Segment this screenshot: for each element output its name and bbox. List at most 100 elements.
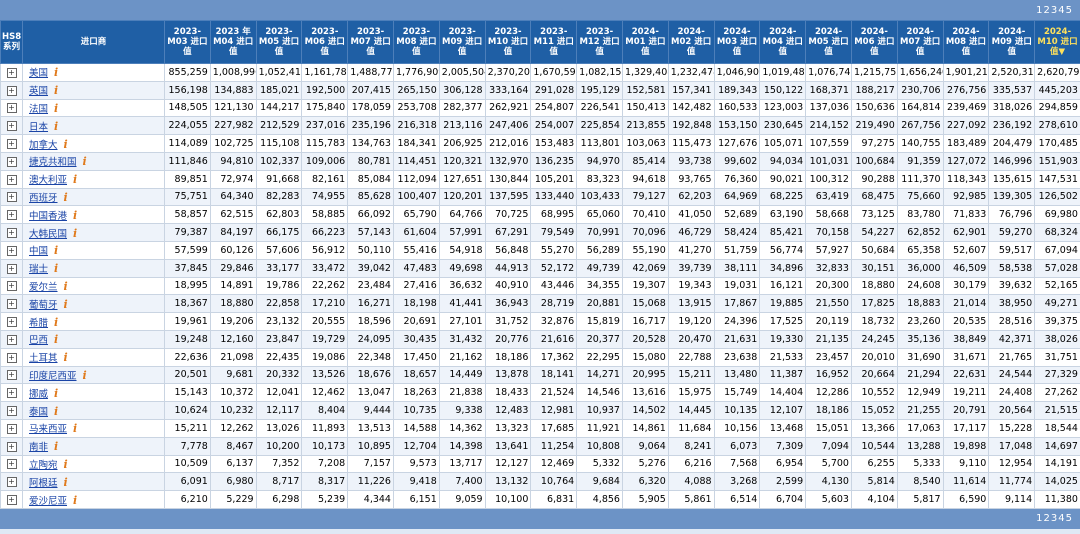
info-icon[interactable]: i [73,173,78,187]
expand-plus-icon[interactable]: + [6,192,17,203]
info-icon[interactable]: i [73,493,78,507]
header-importer[interactable]: 进口商 [22,20,165,64]
page-link-3[interactable]: 3 [1050,4,1058,16]
importer-link[interactable]: 大韩民国 [29,228,68,240]
importer-link[interactable]: 捷克共和国 [29,157,77,169]
expand-plus-icon[interactable]: + [6,85,17,96]
importer-link[interactable]: 阿根廷 [29,477,58,489]
info-icon[interactable]: i [63,475,68,489]
header-period[interactable]: 2024-M06 进口值 [850,20,898,64]
page-link-4[interactable]: 4 [1058,4,1065,16]
page-link-5[interactable]: 5 [1065,4,1072,16]
info-icon[interactable]: i [82,155,87,169]
expand-plus-icon[interactable]: + [6,245,17,256]
info-icon[interactable]: i [54,119,59,133]
header-period[interactable]: 2023-M09 进口值 [438,20,486,64]
info-icon[interactable]: i [73,226,78,240]
header-period[interactable]: 2023-M03 进口值 [164,20,211,64]
importer-link[interactable]: 泰国 [29,406,49,418]
info-icon[interactable]: i [63,457,68,471]
info-icon[interactable]: i [82,368,87,382]
info-icon[interactable]: i [63,279,68,293]
expand-plus-icon[interactable]: + [6,228,17,239]
importer-link[interactable]: 马来西亚 [29,424,68,436]
importer-link[interactable]: 中国 [29,246,49,258]
info-icon[interactable]: i [54,244,59,258]
importer-link[interactable]: 西班牙 [29,192,58,204]
header-period[interactable]: 2024-M02 进口值 [667,20,715,64]
info-icon[interactable]: i [54,84,59,98]
importer-link[interactable]: 巴西 [29,335,49,347]
info-icon[interactable]: i [54,333,59,347]
page-link-2[interactable]: 2 [1043,513,1050,525]
info-icon[interactable]: i [54,386,59,400]
header-period[interactable]: 2023-M07 进口值 [347,20,394,64]
expand-plus-icon[interactable]: + [6,406,17,417]
header-period[interactable]: 2024-M01 进口值 [621,20,669,64]
page-link-3[interactable]: 3 [1050,513,1058,525]
importer-link[interactable]: 英国 [29,86,49,98]
info-icon[interactable]: i [54,262,59,276]
expand-plus-icon[interactable]: + [6,210,17,221]
info-icon[interactable]: i [54,101,59,115]
expand-plus-icon[interactable]: + [6,388,17,399]
importer-link[interactable]: 挪威 [29,388,49,400]
importer-link[interactable]: 立陶宛 [29,459,58,471]
info-icon[interactable]: i [54,440,59,454]
header-period[interactable]: 2023-M11 进口值 [530,20,578,64]
importer-link[interactable]: 南非 [29,442,49,454]
expand-plus-icon[interactable]: + [6,477,17,488]
info-icon[interactable]: i [73,422,78,436]
importer-link[interactable]: 澳大利亚 [29,175,68,187]
header-period[interactable]: 2024-M05 进口值 [805,20,852,64]
page-link-4[interactable]: 4 [1058,513,1065,525]
page-link-5[interactable]: 5 [1065,513,1072,525]
importer-link[interactable]: 美国 [29,68,49,80]
importer-link[interactable]: 法国 [29,103,49,115]
header-period[interactable]: 2023-M12 进口值 [576,20,623,64]
expand-plus-icon[interactable]: + [6,459,17,470]
header-period[interactable]: 2024-M07 进口值 [896,20,944,64]
expand-plus-icon[interactable]: + [6,121,17,132]
expand-plus-icon[interactable]: + [6,441,17,452]
header-hs8[interactable]: HS8系列 [0,20,23,64]
header-period[interactable]: 2023-M05 进口值 [255,20,303,64]
info-icon[interactable]: i [54,66,59,80]
expand-plus-icon[interactable]: + [6,103,17,114]
info-icon[interactable]: i [63,190,68,204]
importer-link[interactable]: 加拿大 [29,139,58,151]
expand-plus-icon[interactable]: + [6,423,17,434]
importer-link[interactable]: 瑞士 [29,264,49,276]
importer-link[interactable]: 印度尼西亚 [29,370,77,382]
header-period[interactable]: 2023 年 M04 进口值 [209,20,257,64]
header-period[interactable]: 2023-M08 进口值 [392,20,440,64]
importer-link[interactable]: 葡萄牙 [29,299,58,311]
header-period[interactable]: 2024-M08 进口值 [942,20,990,64]
info-icon[interactable]: i [54,315,59,329]
header-period[interactable]: 2024-M03 进口值 [713,20,761,64]
expand-plus-icon[interactable]: + [6,352,17,363]
info-icon[interactable]: i [63,351,68,365]
expand-plus-icon[interactable]: + [6,370,17,381]
importer-link[interactable]: 土耳其 [29,353,58,365]
expand-plus-icon[interactable]: + [6,299,17,310]
expand-plus-icon[interactable]: + [6,156,17,167]
header-period[interactable]: 2024-M04 进口值 [759,20,807,64]
header-period[interactable]: 2023-M10 进口值 [484,20,532,64]
expand-plus-icon[interactable]: + [6,174,17,185]
expand-plus-icon[interactable]: + [6,67,17,78]
importer-link[interactable]: 爱尔兰 [29,281,58,293]
info-icon[interactable]: i [54,404,59,418]
info-icon[interactable]: i [63,137,68,151]
expand-plus-icon[interactable]: + [6,334,17,345]
page-link-2[interactable]: 2 [1043,4,1050,16]
expand-plus-icon[interactable]: + [6,281,17,292]
importer-link[interactable]: 希腊 [29,317,49,329]
info-icon[interactable]: i [63,297,68,311]
expand-plus-icon[interactable]: + [6,139,17,150]
header-period[interactable]: 2024-M10 进口值▼ [1034,20,1080,64]
page-link-1[interactable]: 1 [1036,4,1043,16]
header-period[interactable]: 2024-M09 进口值 [988,20,1036,64]
header-period[interactable]: 2023-M06 进口值 [301,20,349,64]
info-icon[interactable]: i [73,208,78,222]
